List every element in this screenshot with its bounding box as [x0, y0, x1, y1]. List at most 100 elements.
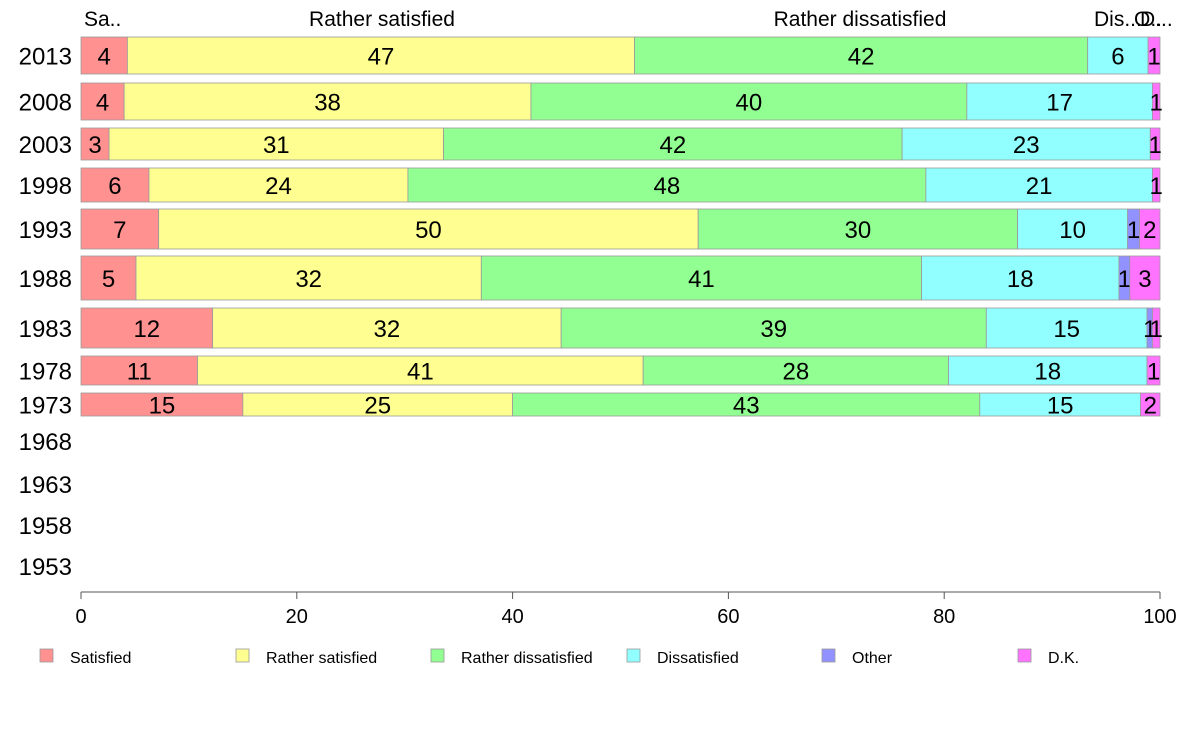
y-tick-label: 1953 — [19, 554, 72, 581]
bar-segment — [443, 127, 903, 161]
bar-segment — [80, 167, 150, 203]
x-tick-label: 20 — [286, 606, 308, 628]
bar-segment — [1149, 127, 1161, 161]
bar-segment — [985, 307, 1148, 349]
x-tick-label: 100 — [1143, 606, 1176, 628]
data-label: 31 — [263, 132, 290, 159]
data-label: 15 — [149, 393, 176, 420]
data-label: 40 — [736, 90, 763, 117]
data-label: 1 — [1147, 359, 1160, 386]
data-label: 4 — [98, 44, 111, 71]
data-label: 2 — [1144, 393, 1157, 420]
bar-segment — [1152, 307, 1161, 349]
y-tick-label: 1958 — [19, 513, 72, 540]
data-label: 5 — [102, 266, 115, 293]
data-label: 17 — [1046, 90, 1073, 117]
data-label: 25 — [364, 393, 391, 420]
bar-segment — [1152, 82, 1161, 121]
series-top-label: O.. — [1134, 8, 1162, 31]
y-tick-label: 1998 — [19, 173, 72, 200]
data-label: 41 — [688, 266, 715, 293]
bar-segment — [1017, 208, 1129, 250]
series-top-label: D... — [1140, 8, 1173, 31]
series-top-label: Rather satisfied — [309, 8, 455, 31]
bar-segment — [80, 82, 125, 121]
data-label: 24 — [265, 173, 292, 200]
y-tick-label: 1973 — [19, 393, 72, 420]
data-label: 1 — [1118, 266, 1131, 293]
data-label: 48 — [654, 173, 681, 200]
y-axis: 2013 2008 2003 1998 1993 1988 1983 1978 1973 1968… — [19, 44, 72, 582]
bar-segment — [108, 127, 444, 161]
data-label: 3 — [1138, 266, 1151, 293]
data-label: 30 — [845, 217, 872, 244]
bar-segment — [1146, 355, 1161, 386]
data-label: 4 — [96, 90, 109, 117]
y-tick-label: 1963 — [19, 472, 72, 499]
bar-segment — [80, 255, 137, 301]
legend-swatch — [235, 648, 250, 663]
y-tick-label: 1978 — [19, 359, 72, 386]
bar-segment — [1147, 36, 1161, 75]
data-label: 1 — [1150, 173, 1163, 200]
data-label: 23 — [1013, 132, 1040, 159]
data-label: 38 — [314, 90, 341, 117]
data-label: 50 — [415, 217, 442, 244]
bar-segment — [123, 82, 532, 121]
y-tick-label: 1988 — [19, 266, 72, 293]
bar-segment — [921, 255, 1120, 301]
bar-segment — [1087, 36, 1149, 75]
legend-swatch — [626, 648, 641, 663]
data-label: 1 — [1150, 90, 1163, 117]
legend: Satisfied Rather satisfied Rather dissatis… — [39, 648, 1079, 667]
series-top-label: Dis... — [1094, 8, 1142, 31]
data-label: 43 — [733, 393, 760, 420]
top-labels: Sa.. Rather satisfied Rather dissatisfied D… — [84, 8, 1173, 31]
bar-segment — [901, 127, 1151, 161]
bar-segment — [80, 208, 160, 250]
data-label: 2 — [1143, 217, 1156, 244]
y-tick-label: 1993 — [19, 217, 72, 244]
data-label: 32 — [374, 316, 401, 343]
legend-label: Rather dissatisfied — [461, 650, 593, 667]
data-label: 6 — [1111, 44, 1124, 71]
legend-swatch — [821, 648, 836, 663]
legend-label: Dissatisfied — [657, 650, 739, 667]
legend-swatch — [1017, 648, 1032, 663]
data-label: 12 — [133, 316, 160, 343]
data-label: 15 — [1053, 316, 1080, 343]
data-label: 18 — [1007, 266, 1034, 293]
bar-segment — [80, 307, 214, 349]
data-label: 3 — [88, 132, 101, 159]
bar-segment — [480, 255, 922, 301]
y-tick-label: 1983 — [19, 316, 72, 343]
series-top-label: Rather dissatisfied — [774, 8, 947, 31]
legend-label: Rather satisfied — [266, 650, 377, 667]
bar-segment — [1152, 167, 1161, 203]
bar-segment — [560, 307, 987, 349]
bar-segment — [948, 355, 1148, 386]
data-label: 28 — [782, 359, 809, 386]
data-label: 42 — [659, 132, 686, 159]
bar-segment — [642, 355, 949, 386]
y-tick-label: 2008 — [19, 90, 72, 117]
data-label: 1 — [1127, 217, 1140, 244]
data-label: 11 — [127, 359, 152, 386]
bar-segment — [530, 82, 968, 121]
bar-segment — [407, 167, 927, 203]
data-label: 41 — [407, 359, 434, 386]
bar-segment — [158, 208, 699, 250]
y-tick-label: 2003 — [19, 132, 72, 159]
bar-segment — [697, 208, 1018, 250]
data-label: 1 — [1150, 316, 1163, 343]
data-label: 6 — [108, 173, 121, 200]
x-tick-label: 40 — [501, 606, 523, 628]
legend-swatch — [39, 648, 54, 663]
data-label: 7 — [113, 217, 126, 244]
y-tick-label: 2013 — [19, 44, 72, 71]
data-label: 1 — [1147, 44, 1160, 71]
bar-segment — [1139, 208, 1161, 250]
x-tick-label: 80 — [933, 606, 955, 628]
legend-label: Other — [852, 650, 893, 667]
